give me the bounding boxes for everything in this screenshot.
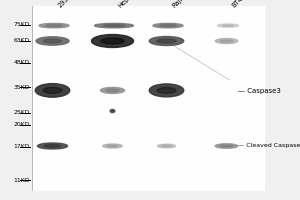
Text: 17KD: 17KD <box>14 144 30 150</box>
Ellipse shape <box>38 143 68 149</box>
Ellipse shape <box>149 84 184 97</box>
Ellipse shape <box>215 38 238 44</box>
Ellipse shape <box>220 145 233 147</box>
Ellipse shape <box>92 34 134 47</box>
Ellipse shape <box>153 23 183 28</box>
Ellipse shape <box>215 144 238 148</box>
Ellipse shape <box>160 25 176 27</box>
Text: 63KD: 63KD <box>14 38 30 44</box>
Text: 11KD: 11KD <box>14 178 30 182</box>
Ellipse shape <box>106 89 119 92</box>
Ellipse shape <box>111 110 114 112</box>
Text: Raji: Raji <box>171 0 184 9</box>
Text: 48KD: 48KD <box>14 60 30 66</box>
Text: 75KD: 75KD <box>14 22 30 27</box>
Text: HepG2: HepG2 <box>117 0 137 9</box>
Ellipse shape <box>162 145 172 147</box>
Ellipse shape <box>36 37 69 45</box>
Ellipse shape <box>46 25 62 27</box>
Text: 20KD: 20KD <box>14 122 30 128</box>
Ellipse shape <box>103 25 125 27</box>
Bar <box>32 6 264 190</box>
Text: — Caspase3: — Caspase3 <box>238 88 281 94</box>
Ellipse shape <box>44 145 61 147</box>
Ellipse shape <box>100 87 124 93</box>
Ellipse shape <box>35 84 70 97</box>
Ellipse shape <box>44 39 62 43</box>
Ellipse shape <box>43 87 62 93</box>
Text: — Cleaved Caspase3: — Cleaved Caspase3 <box>238 144 300 148</box>
Ellipse shape <box>222 25 234 26</box>
Ellipse shape <box>149 36 184 46</box>
Ellipse shape <box>107 145 118 147</box>
Ellipse shape <box>39 23 69 28</box>
Ellipse shape <box>157 87 176 93</box>
Ellipse shape <box>218 24 239 27</box>
Ellipse shape <box>110 109 115 113</box>
Ellipse shape <box>101 38 124 44</box>
Ellipse shape <box>158 144 175 148</box>
Ellipse shape <box>157 39 176 43</box>
Ellipse shape <box>103 144 122 148</box>
Ellipse shape <box>94 23 134 28</box>
Text: BT474: BT474 <box>231 0 250 9</box>
Text: 25KD: 25KD <box>14 110 30 116</box>
Text: 35KD: 35KD <box>14 85 30 90</box>
Text: 293T: 293T <box>57 0 73 9</box>
Ellipse shape <box>220 40 233 42</box>
